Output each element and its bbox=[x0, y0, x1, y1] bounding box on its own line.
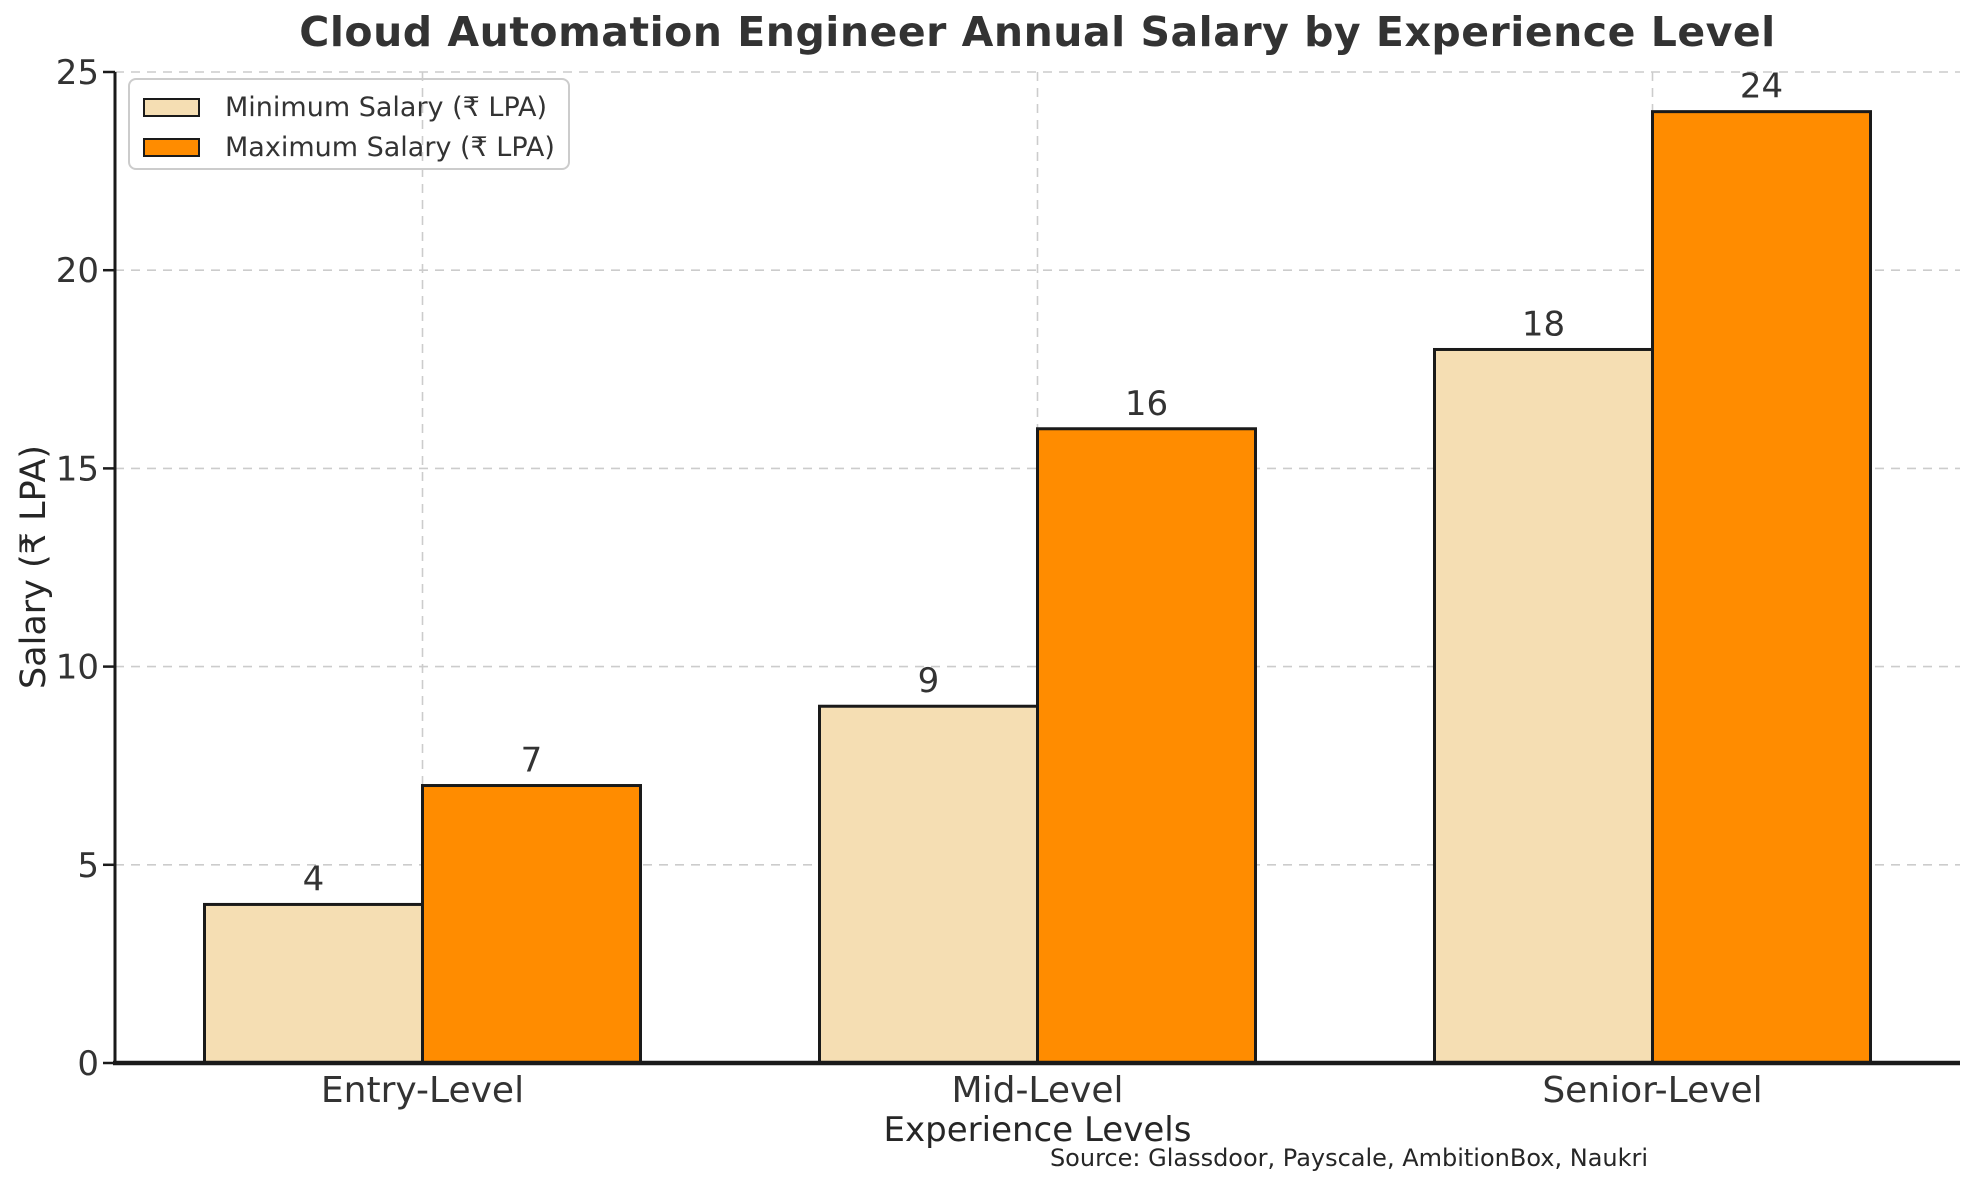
x-tick-label-entry-level: Entry-Level bbox=[321, 1070, 524, 1111]
legend-item-max: Maximum Salary (₹ LPA) bbox=[143, 134, 568, 161]
legend-item-min: Minimum Salary (₹ LPA) bbox=[143, 94, 568, 121]
x-axis-label: Experience Levels bbox=[883, 1110, 1192, 1150]
bar-max-entry-level bbox=[421, 784, 642, 1065]
bar-value-label-min-entry-level: 4 bbox=[303, 859, 325, 899]
bar-min-entry-level bbox=[203, 902, 424, 1065]
bar-min-mid-level bbox=[818, 704, 1039, 1065]
bar-value-label-max-mid-level: 16 bbox=[1125, 384, 1168, 424]
y-tick-label-0: 0 bbox=[77, 1044, 99, 1084]
chart-title: Cloud Automation Engineer Annual Salary … bbox=[299, 8, 1776, 56]
legend: Minimum Salary (₹ LPA) Maximum Salary (₹… bbox=[128, 78, 570, 170]
legend-swatch-min-icon bbox=[143, 98, 200, 117]
legend-label-max: Maximum Salary (₹ LPA) bbox=[225, 132, 555, 163]
legend-swatch-max-icon bbox=[143, 138, 200, 157]
bar-value-label-min-senior-level: 18 bbox=[1522, 304, 1565, 344]
y-tick-label-20: 20 bbox=[56, 251, 99, 291]
x-tick-label-mid-level: Mid-Level bbox=[952, 1070, 1124, 1111]
bar-value-label-min-mid-level: 9 bbox=[918, 661, 940, 701]
legend-label-min: Minimum Salary (₹ LPA) bbox=[225, 92, 547, 123]
x-tick-label-senior-level: Senior-Level bbox=[1542, 1070, 1762, 1111]
y-tick-label-15: 15 bbox=[56, 449, 99, 489]
bar-value-label-max-senior-level: 24 bbox=[1740, 67, 1783, 107]
y-tick-label-10: 10 bbox=[56, 648, 99, 688]
y-tick-label-25: 25 bbox=[56, 53, 99, 93]
bar-min-senior-level bbox=[1433, 347, 1654, 1065]
source-note: Source: Glassdoor, Payscale, AmbitionBox… bbox=[1049, 1144, 1649, 1172]
y-axis-label: Salary (₹ LPA) bbox=[14, 444, 54, 690]
bar-max-senior-level bbox=[1651, 110, 1872, 1065]
bar-max-mid-level bbox=[1036, 427, 1257, 1065]
y-tick-label-5: 5 bbox=[77, 846, 99, 886]
bar-value-label-max-entry-level: 7 bbox=[521, 741, 543, 781]
